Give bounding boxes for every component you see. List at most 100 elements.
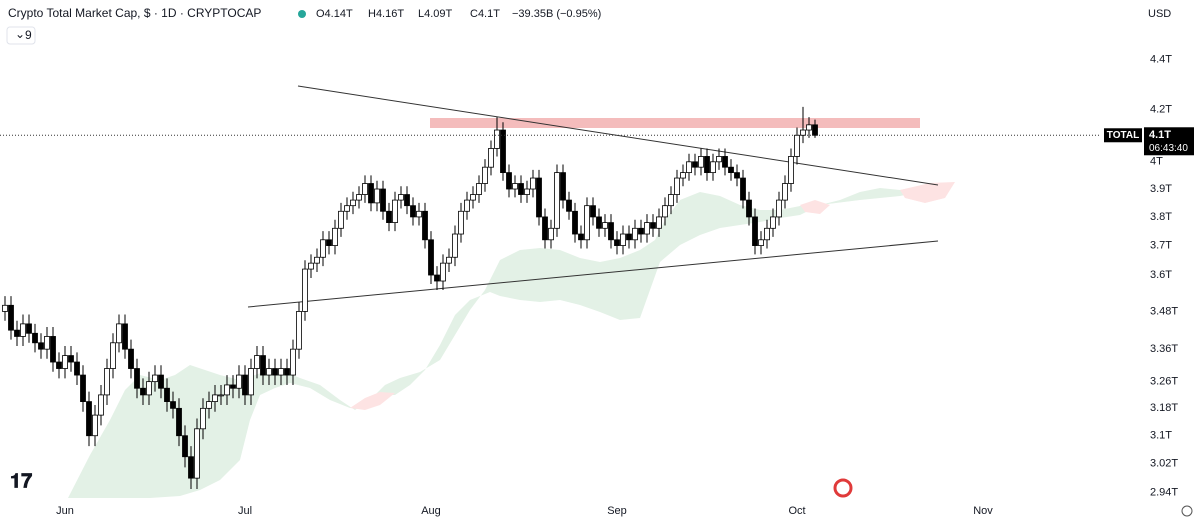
candle-body: [446, 256, 452, 264]
indicator-count[interactable]: 9: [25, 28, 32, 42]
ohlc-value: H4.16T: [368, 8, 404, 20]
y-tick-label: 3.48T: [1150, 305, 1178, 317]
candle-body: [230, 384, 236, 389]
candle-body: [554, 172, 560, 229]
candle-body: [68, 355, 74, 363]
candle-body: [320, 239, 326, 258]
candle-body: [548, 227, 554, 241]
candle-body: [260, 355, 266, 376]
candle-body: [626, 233, 632, 241]
y-tick-label: 3.1T: [1150, 430, 1172, 442]
candle-body: [8, 304, 14, 331]
resistance-zone: [430, 118, 920, 128]
candle-body: [302, 268, 308, 312]
symbol-label: TOTAL: [1107, 130, 1139, 141]
event-icon[interactable]: [833, 478, 853, 498]
candle-body: [158, 374, 164, 389]
y-tick-label: 3.6T: [1150, 269, 1172, 281]
candle-body: [80, 374, 86, 403]
y-tick-label: 3.7T: [1150, 239, 1172, 251]
candle-body: [404, 194, 410, 207]
candle-body: [650, 222, 656, 229]
candle-body: [284, 368, 290, 376]
candle-body: [740, 177, 746, 201]
candle-body: [770, 216, 776, 229]
settings-icon[interactable]: [1181, 505, 1193, 517]
ohlc-value: O4.14T: [316, 8, 353, 20]
candle-body: [146, 381, 152, 396]
candle-body: [44, 336, 50, 350]
candle-body: [32, 332, 38, 344]
status-dot: [298, 10, 306, 18]
candle-body: [494, 129, 500, 149]
candle-body: [524, 188, 530, 195]
candle-body: [92, 414, 98, 437]
candle-body: [572, 210, 578, 235]
candle-body: [710, 161, 716, 174]
candle-body: [254, 355, 260, 369]
candle-body: [176, 407, 182, 437]
candle-body: [56, 361, 62, 369]
candle-body: [458, 210, 464, 235]
candle-body: [62, 355, 68, 369]
candle-body: [374, 188, 380, 204]
x-tick-label: Jun: [56, 505, 74, 517]
candle-body: [704, 156, 710, 174]
candle-body: [368, 183, 374, 204]
candle-body: [470, 194, 476, 201]
candle-body: [674, 177, 680, 195]
candle-body: [452, 233, 458, 258]
candle-body: [392, 199, 398, 223]
ohlc-value: −39.35B (−0.95%): [512, 8, 601, 20]
candle-body: [656, 216, 662, 229]
candle-body: [212, 394, 218, 403]
candle-body: [566, 199, 572, 212]
candle-body: [422, 210, 428, 241]
y-tick-label: 4T: [1150, 156, 1163, 168]
y-tick-label: 3.8T: [1150, 211, 1172, 223]
candle-body: [608, 222, 614, 241]
price-badge: [1144, 127, 1194, 156]
candle-body: [698, 156, 704, 168]
x-tick-label: Sep: [607, 505, 627, 517]
candle-body: [326, 239, 332, 246]
candle-body: [410, 205, 416, 218]
candle-body: [620, 233, 626, 246]
candle-body: [692, 161, 698, 168]
candle-body: [686, 161, 692, 174]
currency[interactable]: USD: [1148, 8, 1171, 20]
y-tick-label: 4.2T: [1150, 103, 1172, 115]
candle-body: [164, 387, 170, 403]
candle-body: [116, 323, 122, 344]
candle-body: [800, 129, 806, 136]
candle-body: [266, 368, 272, 376]
indicator-button[interactable]: [6, 26, 36, 45]
x-tick-label: Jul: [238, 505, 252, 517]
candle-body: [398, 194, 404, 201]
candle-body: [614, 239, 620, 246]
candle-body: [218, 394, 224, 397]
candle-body: [632, 227, 638, 241]
candle-body: [464, 199, 470, 212]
candle-body: [224, 384, 230, 396]
candle-body: [662, 205, 668, 218]
candle-body: [794, 134, 800, 157]
candle-body: [482, 166, 488, 184]
candle-body: [512, 183, 518, 190]
indicator-toggle[interactable]: ⌄: [15, 27, 25, 41]
candle-body: [248, 368, 254, 396]
candle-body: [488, 148, 494, 168]
candle-body: [596, 216, 602, 229]
candle-body: [38, 342, 44, 350]
tv-logo: 𝟏𝟕: [10, 470, 32, 492]
candle-body: [200, 407, 206, 430]
y-tick-label: 3.02T: [1150, 458, 1178, 470]
candle-body: [416, 210, 422, 218]
candle-body: [530, 177, 536, 190]
candle-body: [668, 194, 674, 207]
candle-body: [170, 401, 176, 409]
candle-body: [506, 172, 512, 190]
candle-body: [500, 129, 506, 174]
candle-body: [356, 194, 362, 201]
